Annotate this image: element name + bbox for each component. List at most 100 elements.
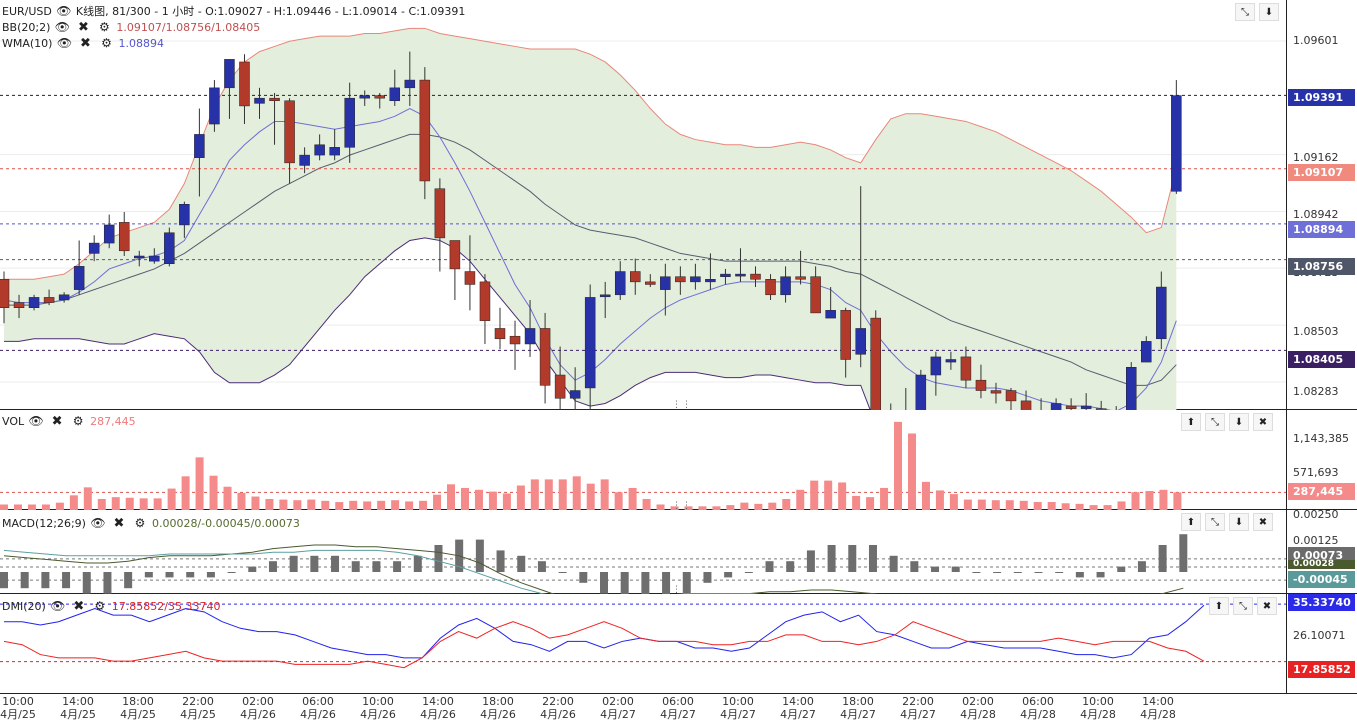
macd-histogram-bar	[124, 572, 133, 589]
close-icon[interactable]: ✖	[1257, 597, 1277, 615]
gear-icon[interactable]: ⚙	[99, 20, 110, 34]
candle	[569, 390, 581, 399]
candle	[88, 242, 100, 254]
macd-label: MACD(12;26;9)	[2, 516, 86, 530]
arrow-up-icon[interactable]: ⬆	[1209, 597, 1229, 615]
candle	[795, 276, 806, 280]
gear-icon[interactable]: ⚙	[72, 414, 84, 428]
eye-icon[interactable]: 👁	[54, 20, 70, 34]
arrow-down-icon[interactable]: ⬇	[1229, 513, 1249, 531]
price-tick: 1.08942	[1293, 208, 1339, 221]
eye-icon[interactable]: 👁	[28, 414, 44, 428]
close-icon[interactable]: ✖	[1253, 513, 1273, 531]
maximize-icon[interactable]: ⤡	[1233, 597, 1253, 615]
macd-histogram-bar	[475, 539, 484, 572]
candle	[584, 297, 596, 389]
price-pane[interactable]: EUR/USD 👁 K线图, 81/300 - 1 小时 - O:1.09027…	[0, 0, 1357, 410]
wma-tag: 1.08894	[1288, 221, 1355, 238]
candle	[284, 100, 295, 164]
pane-resize-handle[interactable]: ⋮⋮	[672, 400, 692, 410]
volume-bar	[963, 499, 972, 510]
candle	[73, 266, 85, 290]
volume-bar	[796, 489, 805, 510]
dmi-pane[interactable]: DMI(20) 👁 ✖ ⚙ 17.85852/35.33740 ⬆ ⤡ ✖ 35…	[0, 594, 1357, 694]
pane-resize-handle[interactable]: ⋮⋮	[672, 585, 692, 595]
macd-histogram-bar	[641, 572, 650, 594]
macd-line-tag: 0.00028	[1288, 560, 1355, 569]
volume-bar	[782, 498, 791, 510]
arrow-down-icon[interactable]: ⬇	[1229, 413, 1249, 431]
volume-bar	[279, 499, 288, 510]
close-icon[interactable]: ✖	[73, 598, 85, 614]
arrow-up-icon[interactable]: ⬆	[1181, 513, 1201, 531]
macd-histogram-bar	[1055, 572, 1064, 573]
candle	[1005, 390, 1017, 402]
volume-bar	[125, 497, 134, 510]
candle	[1095, 408, 1107, 410]
mdi-line	[3, 621, 1205, 669]
candle	[419, 79, 431, 182]
time-tick: 18:00 4月/25	[120, 695, 156, 721]
volume-bar	[1117, 501, 1126, 510]
eye-icon[interactable]: 👁	[56, 36, 73, 50]
close-icon[interactable]: ✖	[1253, 413, 1273, 431]
volume-bar	[405, 501, 414, 510]
volume-bar	[293, 500, 302, 510]
candle	[194, 134, 205, 158]
volume-bar	[223, 486, 232, 510]
close-icon[interactable]: ✖	[77, 19, 89, 35]
maximize-icon[interactable]: ⤡	[1205, 413, 1225, 431]
volume-pane[interactable]: VOL 👁 ✖ ⚙ 287,445 ⬆ ⤡ ⬇ ✖ 1,143,385 571,…	[0, 410, 1357, 511]
volume-bar	[1103, 505, 1112, 510]
macd-histogram-bar	[393, 561, 402, 572]
macd-histogram-bar	[786, 561, 795, 572]
macd-histogram-bar	[372, 561, 381, 572]
candle	[945, 359, 957, 363]
dmi-axis-line	[1286, 594, 1287, 693]
volume-bar	[712, 506, 721, 510]
volume-bar	[321, 500, 330, 510]
time-tick: 06:00 4月/26	[300, 695, 336, 721]
pane-resize-handle[interactable]: ⋮⋮	[672, 501, 692, 511]
close-icon[interactable]: ✖	[80, 35, 91, 51]
macd-histogram-bar	[931, 566, 940, 572]
volume-bar	[991, 500, 1000, 510]
candle	[329, 147, 340, 156]
volume-bar	[628, 487, 637, 510]
eye-icon[interactable]: 👁	[90, 516, 106, 530]
candle	[149, 255, 160, 262]
macd-histogram-bar	[600, 572, 608, 594]
maximize-icon[interactable]: ⤡	[1205, 513, 1225, 531]
candle	[539, 328, 551, 386]
macd-histogram-bar	[662, 572, 671, 594]
volume-bar	[894, 421, 903, 510]
volume-bar	[907, 433, 916, 510]
volume-bar	[740, 502, 749, 510]
eye-icon[interactable]: 👁	[50, 599, 66, 613]
volume-bar	[558, 479, 567, 510]
candle	[58, 294, 70, 301]
arrow-up-icon[interactable]: ⬆	[1181, 413, 1201, 431]
chart-info: K线图, 81/300 - 1 小时 - O:1.09027 - H:1.094…	[75, 5, 466, 18]
candle	[720, 273, 731, 277]
close-icon[interactable]: ✖	[51, 413, 63, 429]
gear-icon[interactable]: ⚙	[94, 599, 106, 613]
gear-icon[interactable]: ⚙	[101, 36, 112, 50]
macd-tick: 0.00125	[1293, 534, 1339, 547]
volume-bar	[1089, 505, 1098, 510]
volume-bar	[516, 485, 525, 510]
arrow-down-icon[interactable]: ⬇	[1259, 3, 1279, 21]
time-tick: 02:00 4月/27	[600, 695, 636, 721]
symbol-label: EUR/USD	[2, 4, 52, 18]
macd-pane[interactable]: MACD(12;26;9) 👁 ✖ ⚙ 0.00028/-0.00045/0.0…	[0, 508, 1357, 595]
bb-legend: BB(20;2) 👁 ✖ ⚙ 1.09107/1.08756/1.08405	[2, 19, 260, 35]
gear-icon[interactable]: ⚙	[134, 516, 146, 530]
macd-histogram-bar	[951, 566, 960, 572]
maximize-icon[interactable]: ⤡	[1235, 3, 1255, 21]
candle	[479, 281, 491, 321]
eye-icon[interactable]: 👁	[56, 4, 72, 18]
macd-legend: MACD(12;26;9) 👁 ✖ ⚙ 0.00028/-0.00045/0.0…	[2, 515, 300, 531]
close-icon[interactable]: ✖	[113, 515, 125, 531]
volume-bar	[1061, 503, 1070, 510]
wma-label: WMA(10)	[2, 36, 53, 50]
